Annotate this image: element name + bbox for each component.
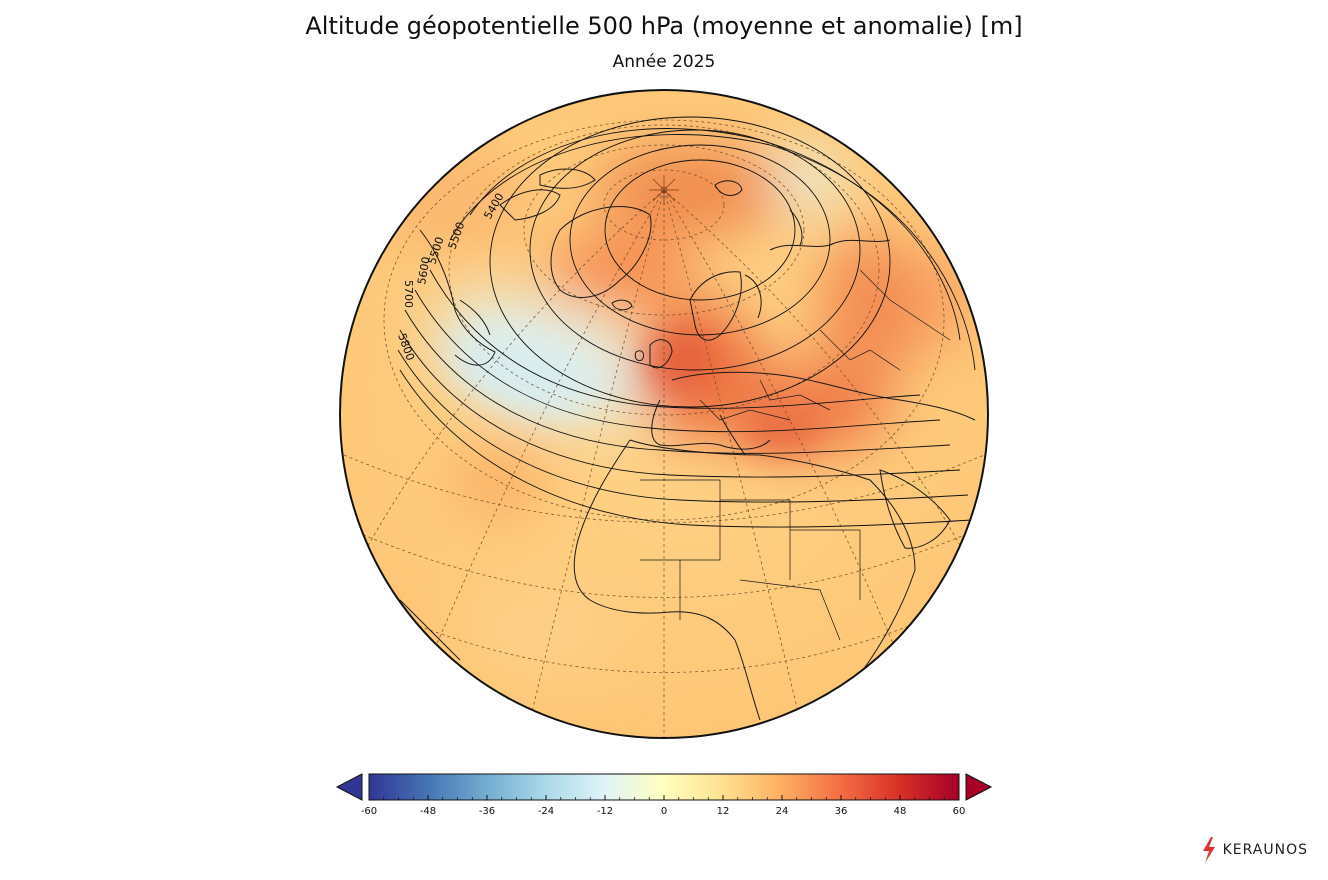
map-subtitle: Année 2025 xyxy=(612,52,716,72)
brand-logo: KERAUNOS xyxy=(1201,836,1308,864)
colorbar-tick-label: -36 xyxy=(479,806,495,817)
coastlines xyxy=(399,168,976,721)
globe-outline xyxy=(339,89,989,739)
brand-name: KERAUNOS xyxy=(1222,842,1308,858)
colorbar-max-extend xyxy=(965,773,993,801)
colorbar-tick-label: -60 xyxy=(361,806,377,817)
colorbar-tick-label: 0 xyxy=(661,806,667,817)
colorbar-tick-label: 36 xyxy=(835,806,848,817)
geopotential-contours xyxy=(397,116,976,528)
colorbar-tick-label: 60 xyxy=(953,806,966,817)
lightning-icon xyxy=(1202,837,1215,863)
svg-text:5700: 5700 xyxy=(402,280,415,308)
anomaly-field: 5400 5500 5500 5600 5700 5800 xyxy=(340,90,988,738)
colorbar-tick-label: 48 xyxy=(894,806,907,817)
pole-marker xyxy=(649,175,679,205)
colorbar-tick-label: 12 xyxy=(717,806,730,817)
colorbar-tick-label: -48 xyxy=(420,806,436,817)
colorbar-ticks: -60 -48 -36 -24 -12 0 12 24 36 48 60 xyxy=(361,795,966,817)
map-title: Altitude géopotentielle 500 hPa (moyenne… xyxy=(305,12,1023,40)
colorbar-tick-label: -12 xyxy=(597,806,613,817)
colorbar-tick-label: -24 xyxy=(538,806,554,817)
colorbar-tick-label: 24 xyxy=(776,806,789,817)
colorbar-min-extend xyxy=(335,773,363,801)
svg-text:5600: 5600 xyxy=(415,256,433,286)
